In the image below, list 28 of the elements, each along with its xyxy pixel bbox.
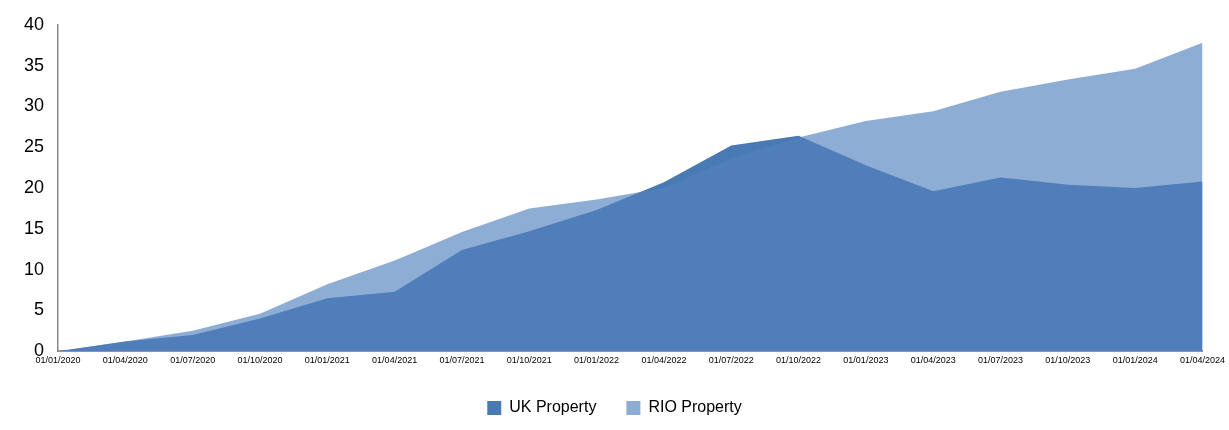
x-tick-label: 01/04/2021 [372, 355, 418, 366]
legend-label: UK Property [509, 398, 597, 416]
y-tick-label: 30 [23, 95, 45, 116]
x-tick-label: 01/10/2021 [506, 355, 552, 366]
x-tick-label: 01/07/2023 [977, 355, 1024, 366]
x-tick-label: 01/01/2022 [574, 355, 620, 366]
x-tick-label: 01/04/2020 [102, 355, 148, 366]
x-tick-label: 01/01/2024 [1112, 355, 1158, 366]
x-tick-label: 01/07/2022 [708, 355, 754, 366]
legend-label: RIO Property [648, 398, 742, 416]
x-tick-label: 01/04/2024 [1179, 355, 1225, 366]
y-tick-label: 5 [34, 299, 45, 320]
y-tick-label: 40 [23, 13, 45, 34]
x-tick-label: 01/10/2022 [776, 355, 822, 366]
y-tick-label: 35 [23, 54, 45, 75]
x-tick-label: 01/01/2023 [843, 355, 889, 366]
x-tick-label: 01/10/2020 [237, 355, 283, 366]
x-tick-label: 01/07/2021 [439, 355, 485, 366]
x-tick-label: 01/04/2023 [910, 355, 956, 366]
y-tick-label: 10 [23, 258, 45, 279]
y-tick-label: 25 [23, 136, 45, 157]
x-tick-label: 01/01/2021 [304, 355, 350, 366]
y-tick-label: 15 [23, 217, 45, 238]
x-tick-label: 01/04/2022 [641, 355, 687, 366]
x-tick-label: 01/07/2020 [170, 355, 216, 366]
y-tick-label: 20 [23, 176, 45, 197]
x-tick-label: 01/01/2020 [35, 355, 81, 366]
x-tick-label: 01/10/2023 [1045, 355, 1091, 366]
